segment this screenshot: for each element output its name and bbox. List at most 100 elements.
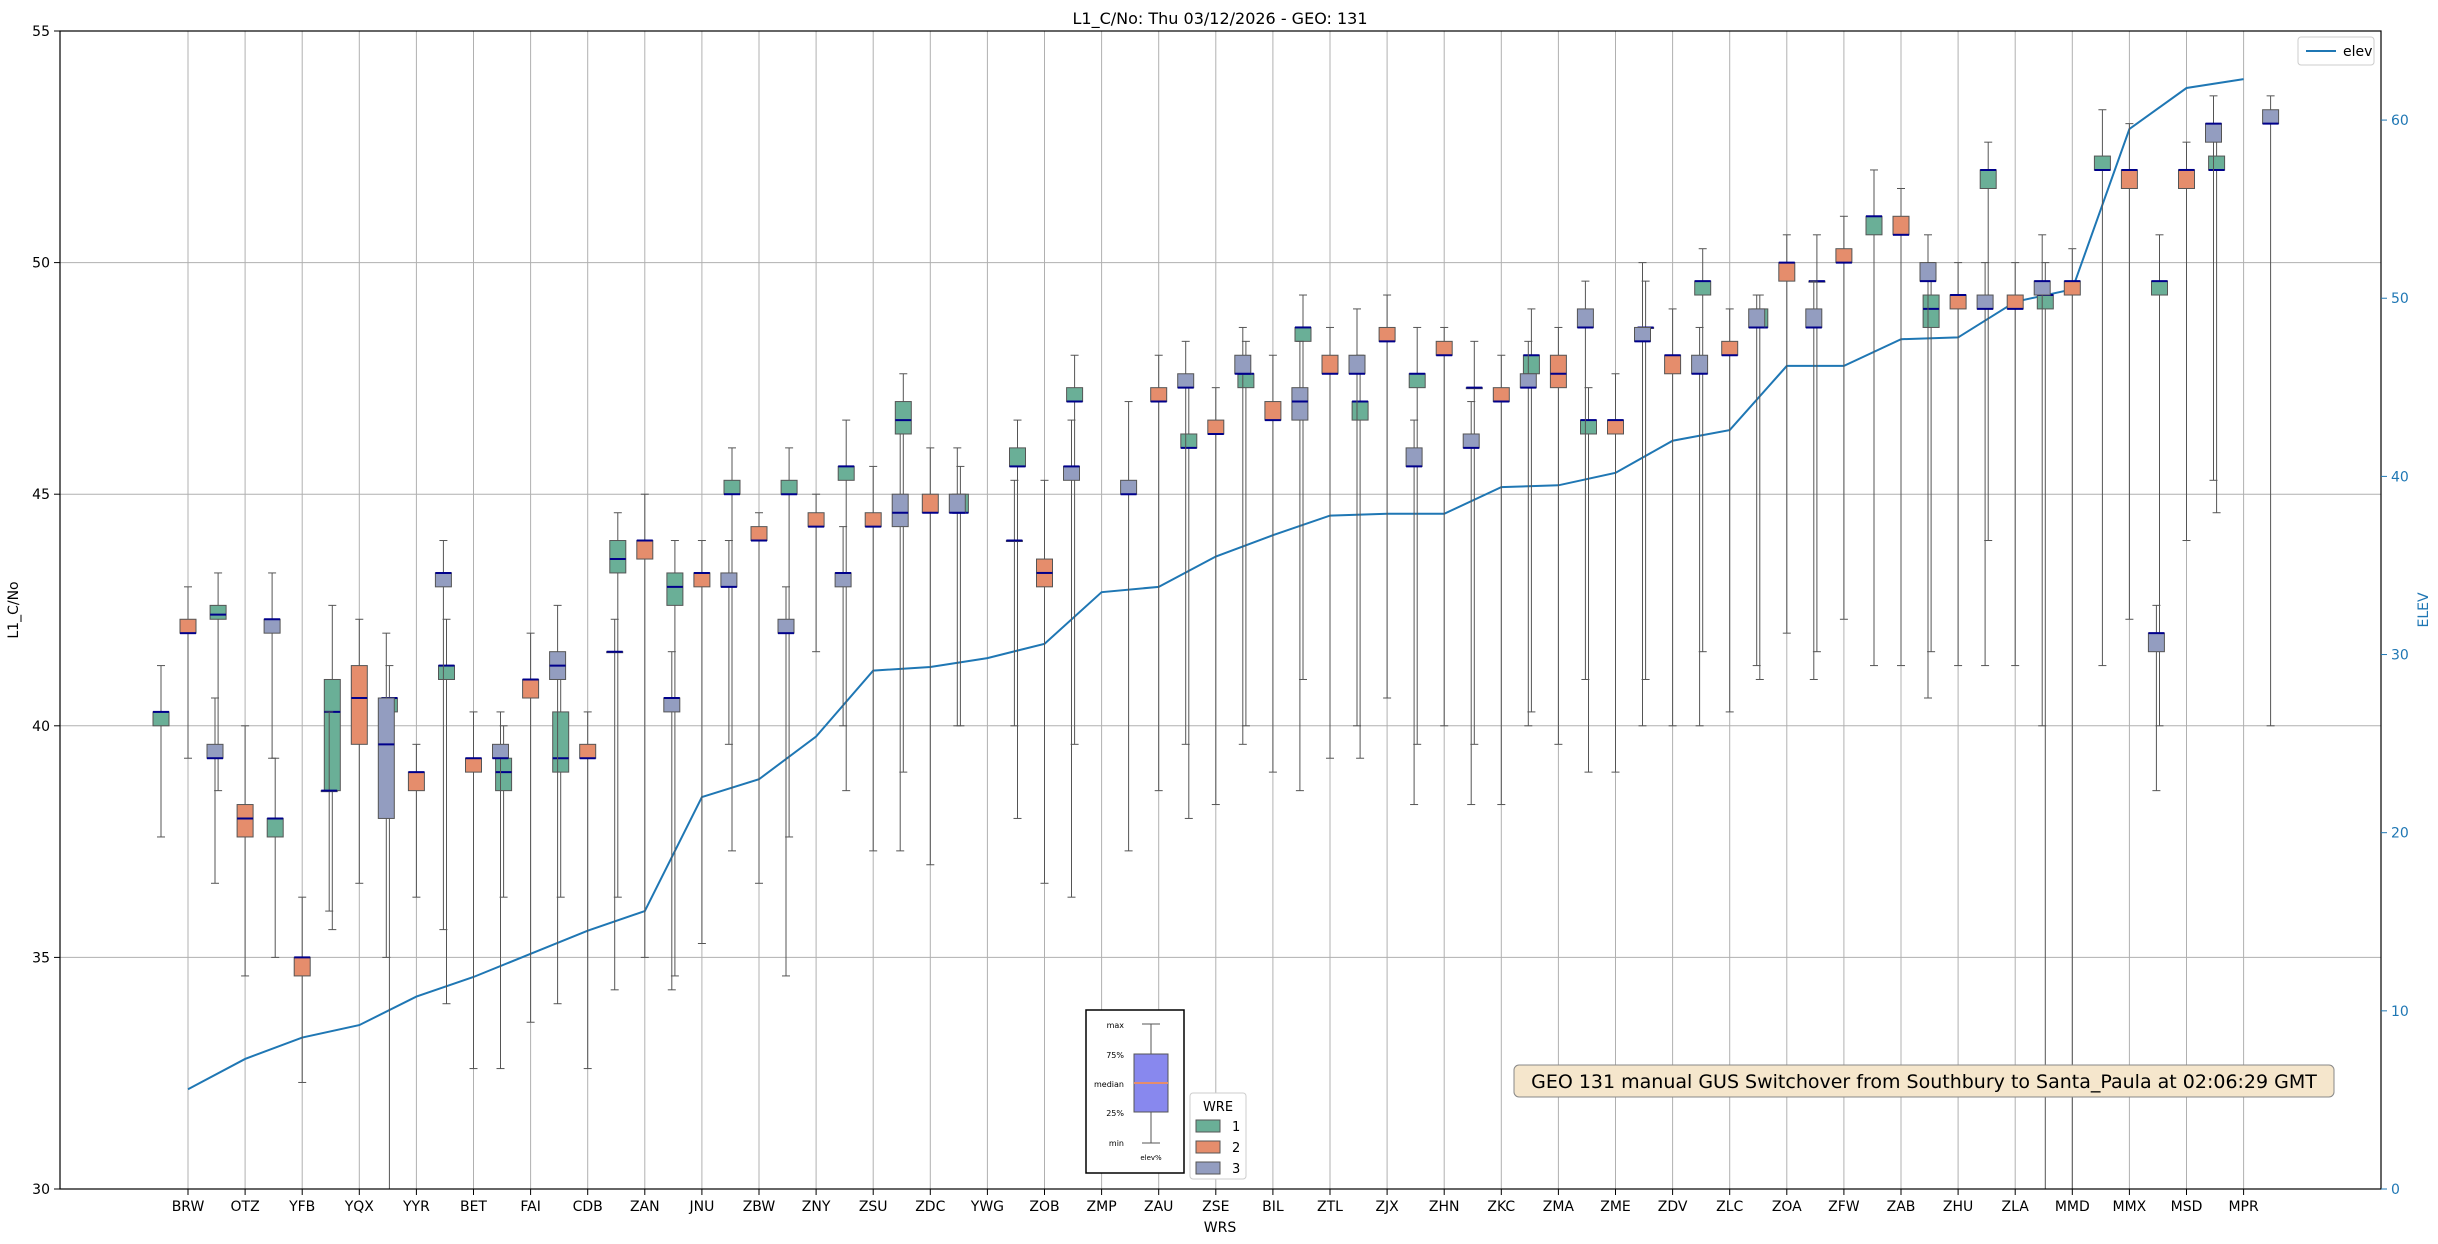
box-wre-3-fai [549, 604, 567, 1005]
box-body [1694, 280, 1712, 296]
box-body [1778, 262, 1796, 282]
box-body [834, 572, 852, 588]
wre-legend-label-2: 2 [1232, 1141, 1240, 1156]
box-wre-2-zdv [1664, 308, 1682, 727]
box-body [1150, 387, 1168, 403]
box-body [663, 697, 681, 713]
x-tick-label: ZFW [1828, 1199, 1860, 1215]
box-body [434, 572, 452, 588]
box-wre-2-zbw [750, 512, 768, 884]
box-wre-1-zla [1979, 141, 1997, 542]
box-body [1748, 308, 1766, 328]
box-wre-2-zla [2006, 262, 2024, 667]
box-body [1405, 447, 1423, 467]
box-wre-3-zjx [1405, 419, 1423, 806]
box-wre-3-zlc [1748, 294, 1766, 667]
box-wre-2-zsu [864, 465, 882, 852]
box-wre-3-zbw [777, 586, 795, 977]
chart-title: L1_C/No: Thu 03/12/2026 - GEO: 131 [1072, 9, 1367, 29]
box-body [1009, 447, 1026, 467]
x-tick-label: MMX [2113, 1199, 2147, 1215]
box-body [1264, 401, 1282, 421]
box-body [1922, 294, 1940, 328]
box-wre-2-zny [807, 493, 825, 653]
box-wre-2-yqx [350, 618, 368, 884]
box-body [1435, 340, 1453, 356]
box-wre-3-zkc [1519, 340, 1537, 727]
box-wre-3-zdv [1691, 326, 1709, 727]
box-wre-2-mmx [2120, 123, 2138, 620]
box-wre-1-zan [609, 512, 627, 898]
key-label-q1: 25% [1106, 1109, 1124, 1118]
box-wre-2-zob [1036, 479, 1053, 884]
elev-legend-label: elev [2343, 44, 2372, 60]
box-body [1664, 354, 1682, 375]
box-body [1976, 294, 1994, 310]
box-wre-2-zma [1549, 326, 1567, 745]
y2-axis-label: ELEV [2416, 592, 2432, 627]
box-wre-2-zme [1607, 373, 1624, 773]
x-tick-label: ZMP [1087, 1199, 1117, 1215]
box-wre-3-zla [2033, 234, 2051, 727]
box-body [152, 711, 170, 727]
box-wre-3-zan [663, 651, 681, 991]
box-body [2178, 169, 2195, 189]
box-wre-3-zma [1576, 280, 1594, 680]
annotation-text: GEO 131 manual GUS Switchover from South… [1531, 1071, 2317, 1093]
box-body [522, 678, 540, 699]
wre-legend-title: WRE [1203, 1100, 1233, 1115]
box-body [1522, 354, 1540, 375]
box-body [1180, 433, 1198, 449]
switchover-annotation: GEO 131 manual GUS Switchover from South… [1513, 1064, 2335, 1098]
x-tick-label: ZAU [1144, 1199, 1173, 1215]
box-layer [152, 95, 2280, 1190]
box-body [1291, 387, 1309, 421]
box-wre-3-jnu [720, 540, 738, 745]
box-wre-2-ztl [1321, 326, 1339, 759]
box-body [720, 572, 738, 588]
box-wre-1-jnu [666, 540, 684, 977]
x-tick-label: ZMA [1543, 1199, 1575, 1215]
box-wre-1-zdc [894, 373, 912, 773]
plot-frame [59, 30, 2382, 1190]
box-wre-1-yfb [266, 757, 284, 958]
box-body [1979, 169, 1997, 189]
box-wre-3-cdb [606, 618, 624, 991]
box-body [465, 757, 482, 773]
x-tick-label: YQX [344, 1199, 375, 1215]
box-wre-1-zhu [1922, 262, 1940, 653]
x-axis-label: WRS [1204, 1220, 1237, 1236]
box-body [1919, 262, 1937, 282]
x-tick-label: YYR [402, 1199, 430, 1215]
key-label-min: min [1109, 1139, 1124, 1148]
wre-legend-swatch-3 [1195, 1161, 1221, 1175]
box-wre-2-zan [636, 493, 654, 958]
box-body [1835, 248, 1853, 264]
x-tick-label: ZHN [1429, 1199, 1460, 1215]
elev-legend: elev [2297, 36, 2375, 66]
box-wre-1-cdb [552, 665, 570, 898]
x-tick-label: MPR [2228, 1199, 2259, 1215]
box-wre-2-otz [236, 725, 254, 977]
box-body [266, 817, 284, 838]
box-body [948, 493, 966, 514]
box-wre-1-bil [1237, 340, 1255, 727]
box-wre-3-yyr [434, 540, 452, 931]
box-body [2151, 280, 2168, 296]
box-wre-1-zhn [1408, 326, 1426, 745]
annotation-box [1513, 1064, 2335, 1098]
x-tick-label: ZKC [1487, 1199, 1515, 1215]
box-body [2006, 294, 2024, 310]
wre-legend-swatch-1 [1195, 1119, 1221, 1133]
box-body [350, 665, 368, 745]
box-body [263, 618, 281, 634]
x-tick-label: ZOA [1772, 1199, 1802, 1215]
y2-tick-label: 30 [2391, 648, 2409, 664]
box-body [552, 711, 570, 773]
box-body [2205, 123, 2222, 143]
box-body [579, 743, 597, 759]
box-body [1348, 354, 1366, 375]
box-wre-2-zkc [1492, 354, 1510, 806]
key-label-elev: elev% [1140, 1154, 1162, 1162]
x-tick-label: ZSU [859, 1199, 888, 1215]
